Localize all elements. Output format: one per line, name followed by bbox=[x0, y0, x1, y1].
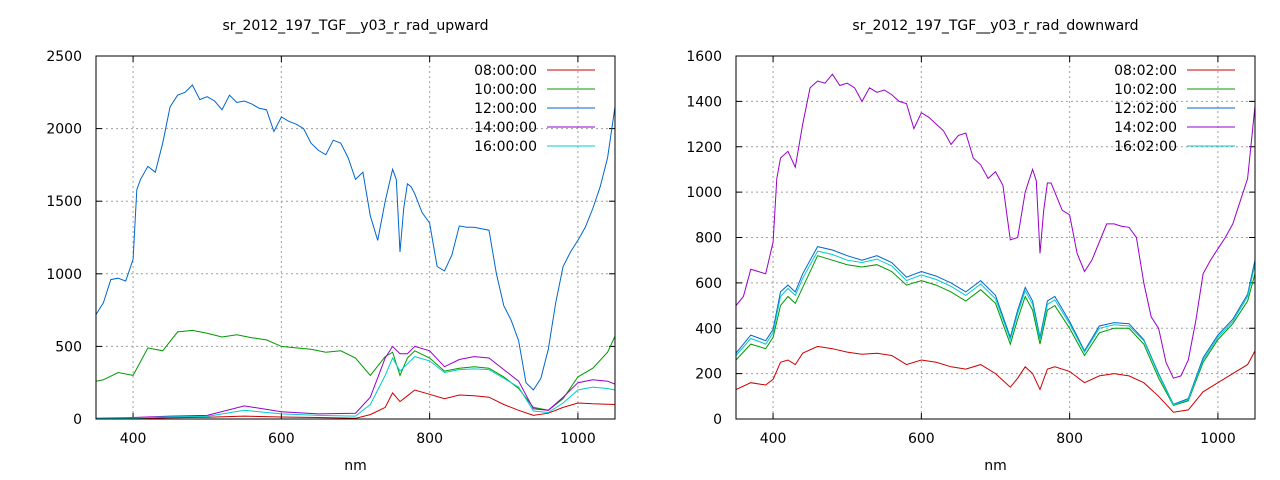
x-tick-label: 600 bbox=[268, 431, 295, 447]
chart-1: sr_2012_197_TGF__y03_r_rad_upward 400 600 8… bbox=[46, 18, 616, 474]
series-line-4 bbox=[96, 345, 615, 419]
x-tick-label: 1000 bbox=[1200, 431, 1236, 447]
series-line-1 bbox=[736, 345, 1255, 413]
y-tick-label: 800 bbox=[695, 231, 722, 247]
y-tick-label: 0 bbox=[713, 412, 722, 428]
chart-2: sr_2012_197_TGF__y03_r_rad_downward 400 60… bbox=[686, 18, 1256, 474]
legend-label: 08:00:00 bbox=[474, 63, 537, 79]
x-tick-label: 400 bbox=[760, 431, 787, 447]
legend-label: 12:00:00 bbox=[474, 101, 537, 117]
series-line-4 bbox=[736, 73, 1255, 379]
legend-label: 16:02:00 bbox=[1114, 139, 1177, 155]
x-tick-label: 400 bbox=[120, 431, 147, 447]
plot-frame bbox=[95, 55, 616, 420]
y-tick-label: 2000 bbox=[46, 122, 82, 138]
x-tick-label: 1000 bbox=[560, 431, 596, 447]
y-tick-label: 1200 bbox=[686, 140, 722, 156]
legend-label: 14:00:00 bbox=[474, 120, 537, 136]
y-tick-label: 1000 bbox=[46, 267, 82, 283]
legend-label: 10:02:00 bbox=[1114, 82, 1177, 98]
x-tick-label: 800 bbox=[416, 431, 443, 447]
y-tick-label: 0 bbox=[73, 412, 82, 428]
series-line-1 bbox=[96, 389, 615, 419]
series-line-3 bbox=[96, 84, 615, 391]
x-axis-label: nm bbox=[984, 458, 1007, 474]
series-line-2 bbox=[736, 255, 1255, 406]
legend-label: 12:02:00 bbox=[1114, 101, 1177, 117]
y-tick-label: 1400 bbox=[686, 94, 722, 110]
series-line-2 bbox=[96, 329, 615, 411]
series-line-3 bbox=[736, 246, 1255, 405]
legend-label: 16:00:00 bbox=[474, 139, 537, 155]
y-tick-label: 600 bbox=[695, 276, 722, 292]
y-tick-label: 1500 bbox=[46, 194, 82, 210]
x-tick-label: 600 bbox=[908, 431, 935, 447]
y-tick-label: 400 bbox=[695, 321, 722, 337]
y-tick-label: 2500 bbox=[46, 49, 82, 65]
legend-label: 10:00:00 bbox=[474, 82, 537, 98]
plot-frame bbox=[735, 55, 1256, 420]
y-tick-label: 500 bbox=[55, 339, 82, 355]
chart-title: sr_2012_197_TGF__y03_r_rad_upward bbox=[222, 18, 488, 34]
legend-label: 08:02:00 bbox=[1114, 63, 1177, 79]
y-tick-label: 200 bbox=[695, 367, 722, 383]
chart-title: sr_2012_197_TGF__y03_r_rad_downward bbox=[852, 18, 1138, 34]
legend-label: 14:02:00 bbox=[1114, 120, 1177, 136]
y-tick-label: 1600 bbox=[686, 49, 722, 65]
series-line-5 bbox=[96, 356, 615, 419]
series-line-5 bbox=[736, 250, 1255, 406]
y-tick-label: 1000 bbox=[686, 185, 722, 201]
x-tick-label: 800 bbox=[1056, 431, 1083, 447]
x-axis-label: nm bbox=[344, 458, 367, 474]
